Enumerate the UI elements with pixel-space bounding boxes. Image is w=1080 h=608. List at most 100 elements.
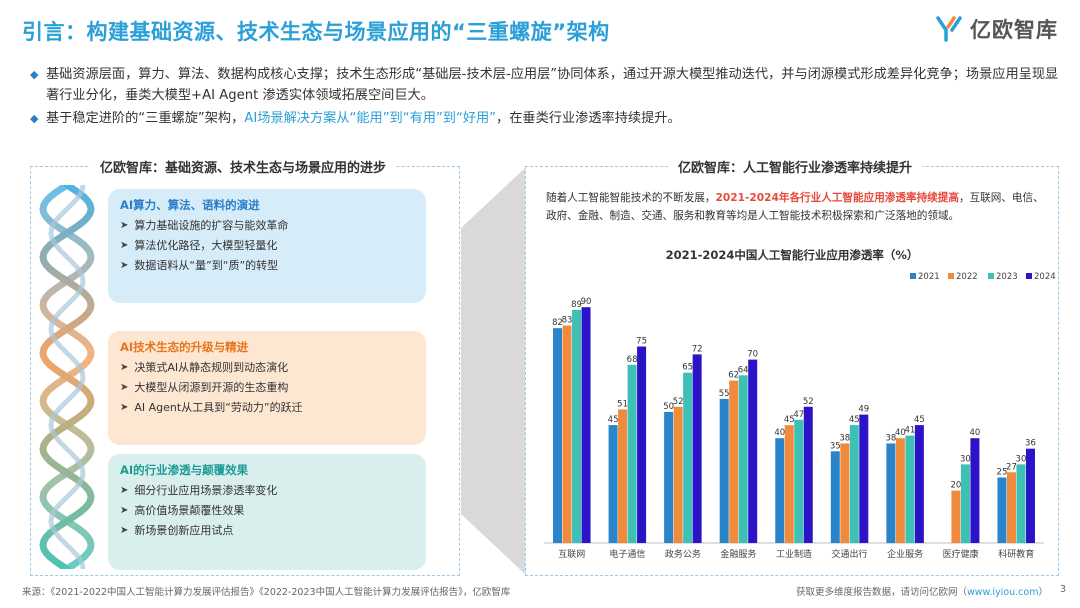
bar [1016, 464, 1026, 543]
website-link[interactable]: www.iyiou.com [966, 587, 1039, 598]
bar [627, 364, 637, 543]
bar [775, 438, 785, 543]
arrow-right-icon: ➤ [120, 504, 129, 516]
intro-text-b: ，互联网、电信、政府、金融、制造、交通、服务和教育等均是人工智能技术积极探索和广… [546, 192, 1044, 222]
data-label: 70 [747, 350, 758, 360]
bar [914, 425, 924, 543]
data-label: 45 [849, 415, 860, 425]
list-item: ➤ 高价值场景颠覆性效果 [120, 502, 414, 518]
right-panel: 随着人工智能智能技术的不断发展，2021-2024年各行业人工智能应用渗透率持续… [525, 166, 1059, 576]
data-label: 47 [793, 410, 804, 420]
page-title: 引言：构建基础资源、技术生态与场景应用的“三重螺旋”架构 [22, 20, 610, 44]
bar [673, 406, 683, 543]
data-label: 52 [803, 397, 814, 407]
bar [951, 490, 961, 543]
data-label: 40 [970, 428, 981, 438]
logo: 亿欧智库 [936, 14, 1058, 44]
legend-swatch [1026, 273, 1032, 279]
data-label: 30 [1016, 454, 1027, 464]
tick-label: 工业制造 [776, 548, 812, 560]
bar [905, 435, 915, 543]
data-label: 72 [692, 344, 703, 354]
bar [664, 412, 674, 543]
helix-illustration [39, 185, 95, 569]
bar [803, 406, 813, 543]
data-label: 20 [951, 481, 962, 491]
data-label: 52 [673, 397, 684, 407]
bar [608, 425, 618, 543]
tick-label: 互联网 [558, 549, 585, 560]
more-info-text-b: ） [1038, 587, 1048, 598]
arrow-right-icon: ➤ [120, 524, 129, 536]
bullet-1-text: 基础资源层面，算力、算法、数据构成核心支撑；技术生态形成“基础层-技术层-应用层… [46, 67, 1059, 103]
list-item: ➤ AI Agent从工具到“劳动力”的跃迁 [120, 399, 414, 415]
data-label: 62 [728, 371, 739, 381]
bar [572, 309, 582, 543]
legend-label: 2024 [1034, 272, 1056, 282]
data-label: 38 [885, 433, 896, 443]
arrow-right-icon: ➤ [120, 381, 129, 393]
page-number: 3 [1059, 584, 1066, 595]
data-label: 82 [552, 318, 563, 328]
list-item: ➤ 大模型从闭源到开源的生态重构 [120, 379, 414, 395]
box-infrastructure: AI算力、算法、语料的演进 ➤ 算力基础设施的扩容与能效革命 ➤ 算法优化路径，大模… [108, 189, 426, 303]
logo-text: 亿欧智库 [970, 18, 1058, 42]
data-label: 83 [562, 316, 573, 326]
diamond-bullet-icon: ◆ [30, 112, 39, 125]
list-item-text: 算力基础设施的扩容与能效革命 [134, 219, 289, 232]
bar [581, 307, 591, 543]
arrow-right-icon: ➤ [120, 401, 129, 413]
data-label: 35 [830, 441, 841, 451]
more-info-note: 获取更多维度报告数据，请访问亿欧网（www.iyiou.com） [796, 584, 1048, 598]
data-label: 45 [914, 415, 925, 425]
bullet-list: ◆ 基础资源层面，算力、算法、数据构成核心支撑；技术生态形成“基础层-技术层-应… [30, 64, 1060, 131]
data-label: 65 [682, 363, 693, 373]
bar [849, 425, 859, 543]
tick-label: 金融服务 [720, 548, 756, 560]
bar [692, 354, 702, 543]
diamond-bullet-icon: ◆ [30, 68, 39, 81]
list-item-text: 新场景创新应用试点 [134, 524, 234, 537]
data-label: 51 [617, 399, 628, 409]
legend-swatch [988, 273, 994, 279]
bar [729, 380, 739, 543]
logo-mark-icon [936, 16, 962, 42]
legend-swatch [948, 273, 954, 279]
more-info-text-a: 获取更多维度报告数据，请访问亿欧网（ [795, 587, 967, 598]
arrow-right-icon: ➤ [120, 259, 129, 271]
bar [830, 451, 840, 543]
intro-text-a: 随着人工智能智能技术的不断发展， [546, 192, 716, 204]
bar [960, 464, 970, 543]
bar [859, 414, 869, 543]
bar [784, 425, 794, 543]
data-label: 38 [839, 433, 850, 443]
box-industry-penetration: AI的行业渗透与颠覆效果 ➤ 细分行业应用场景渗透率变化 ➤ 高价值场景颠覆性效果 … [108, 454, 426, 570]
bar [618, 409, 628, 543]
bullet-2-text-b: ，在垂类行业渗透率持续提升。 [496, 111, 681, 126]
data-label: 55 [719, 389, 730, 399]
box-title: AI技术生态的升级与精进 [120, 340, 249, 354]
bullet-2-highlight: AI场景解决方案从“能用”到“有用”到“好用” [244, 111, 497, 126]
list-item: ➤ 决策式AI从静态规则到动态演化 [120, 359, 414, 375]
tick-label: 企业服务 [887, 548, 923, 560]
chart-title: 2021-2024中国人工智能行业应用渗透率（%） [665, 248, 919, 262]
box-tech-ecosystem: AI技术生态的升级与精进 ➤ 决策式AI从静态规则到动态演化 ➤ 大模型从闭源到开源… [108, 331, 426, 445]
bullet-2: ◆ 基于稳定进阶的“三重螺旋”架构，AI场景解决方案从“能用”到“有用”到“好用… [30, 108, 1060, 129]
data-label: 89 [571, 300, 582, 310]
arrow-right-icon: ➤ [120, 219, 129, 231]
data-label: 30 [960, 454, 971, 464]
funnel-connector [461, 168, 525, 574]
left-panel-header: 亿欧智库：基础资源、技术生态与场景应用的进步 [90, 157, 397, 176]
arrow-right-icon: ➤ [120, 484, 129, 496]
list-item-text: 决策式AI从静态规则到动态演化 [134, 361, 289, 374]
legend-label: 2021 [918, 272, 940, 282]
bar [562, 325, 572, 543]
data-label: 64 [738, 365, 749, 375]
box-title: AI算力、算法、语料的演进 [120, 198, 260, 212]
bar [738, 375, 748, 543]
legend-label: 2023 [996, 272, 1018, 282]
data-label: 45 [608, 415, 619, 425]
tick-label: 交通出行 [832, 548, 868, 560]
bar [997, 477, 1007, 543]
